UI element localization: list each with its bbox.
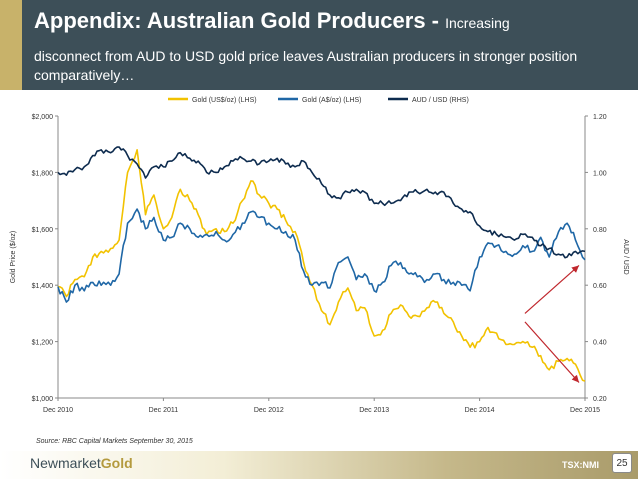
title-main: Appendix: Australian Gold Producers -: [34, 8, 446, 33]
header-bar: [0, 0, 638, 90]
title-subtitle-start: Increasing: [445, 15, 510, 31]
gold-price-chart: $1,000 $1,200 $1,400 $1,600 $1,800 $2,000 0.20…: [10, 97, 629, 414]
y2-tick-label: 0.40: [593, 340, 607, 347]
page-title: Appendix: Australian Gold Producers - In…: [34, 8, 510, 34]
y2-axis-title: AUD / USD: [622, 239, 629, 274]
header-accent: [0, 0, 22, 90]
y-tick-label: $1,200: [32, 340, 54, 347]
y-tick-label: $1,600: [32, 227, 54, 234]
logo-text-gold: Gold: [100, 455, 133, 471]
y-tick-label: $2,000: [32, 114, 54, 121]
annotation-arrow: [524, 321, 580, 383]
logo-text-newmarket: Newmarket: [30, 455, 101, 471]
page-number: 25: [612, 453, 632, 473]
y2-tick-label: 1.00: [593, 170, 607, 177]
title-subtitle: disconnect from AUD to USD gold price le…: [34, 48, 578, 83]
y2-tick-label: 0.20: [593, 396, 607, 403]
annotation-arrow: [524, 265, 580, 314]
legend-entry: AUD / USD (RHS): [412, 97, 469, 104]
legend-entry: Gold (A$/oz) (LHS): [302, 97, 362, 104]
y2-tick-label: 0.60: [593, 283, 607, 290]
series-line: [57, 146, 586, 259]
legend-entry: Gold (US$/oz) (LHS): [192, 97, 257, 104]
x-tick-label: Dec 2011: [149, 407, 179, 414]
company-logo: NewmarketGold: [30, 455, 133, 471]
x-tick-label: Dec 2013: [359, 407, 389, 414]
source-note: Source: RBC Capital Markets September 30…: [36, 438, 193, 445]
y-tick-label: $1,000: [32, 396, 54, 403]
x-tick-label: Dec 2015: [570, 407, 600, 414]
ticker-label: TSX:NMI: [562, 460, 599, 470]
y2-tick-label: 0.80: [593, 227, 607, 234]
y2-tick-label: 1.20: [593, 114, 607, 121]
y-tick-label: $1,800: [32, 170, 54, 177]
series-line: [57, 149, 586, 382]
x-tick-label: Dec 2014: [465, 407, 495, 414]
y-tick-label: $1,400: [32, 283, 54, 290]
series-line: [57, 208, 586, 303]
footer-bar: [0, 451, 638, 479]
x-tick-label: Dec 2012: [254, 407, 284, 414]
x-tick-label: Dec 2010: [43, 407, 73, 414]
y-axis-title: Gold Price ($/oz): [10, 231, 17, 284]
